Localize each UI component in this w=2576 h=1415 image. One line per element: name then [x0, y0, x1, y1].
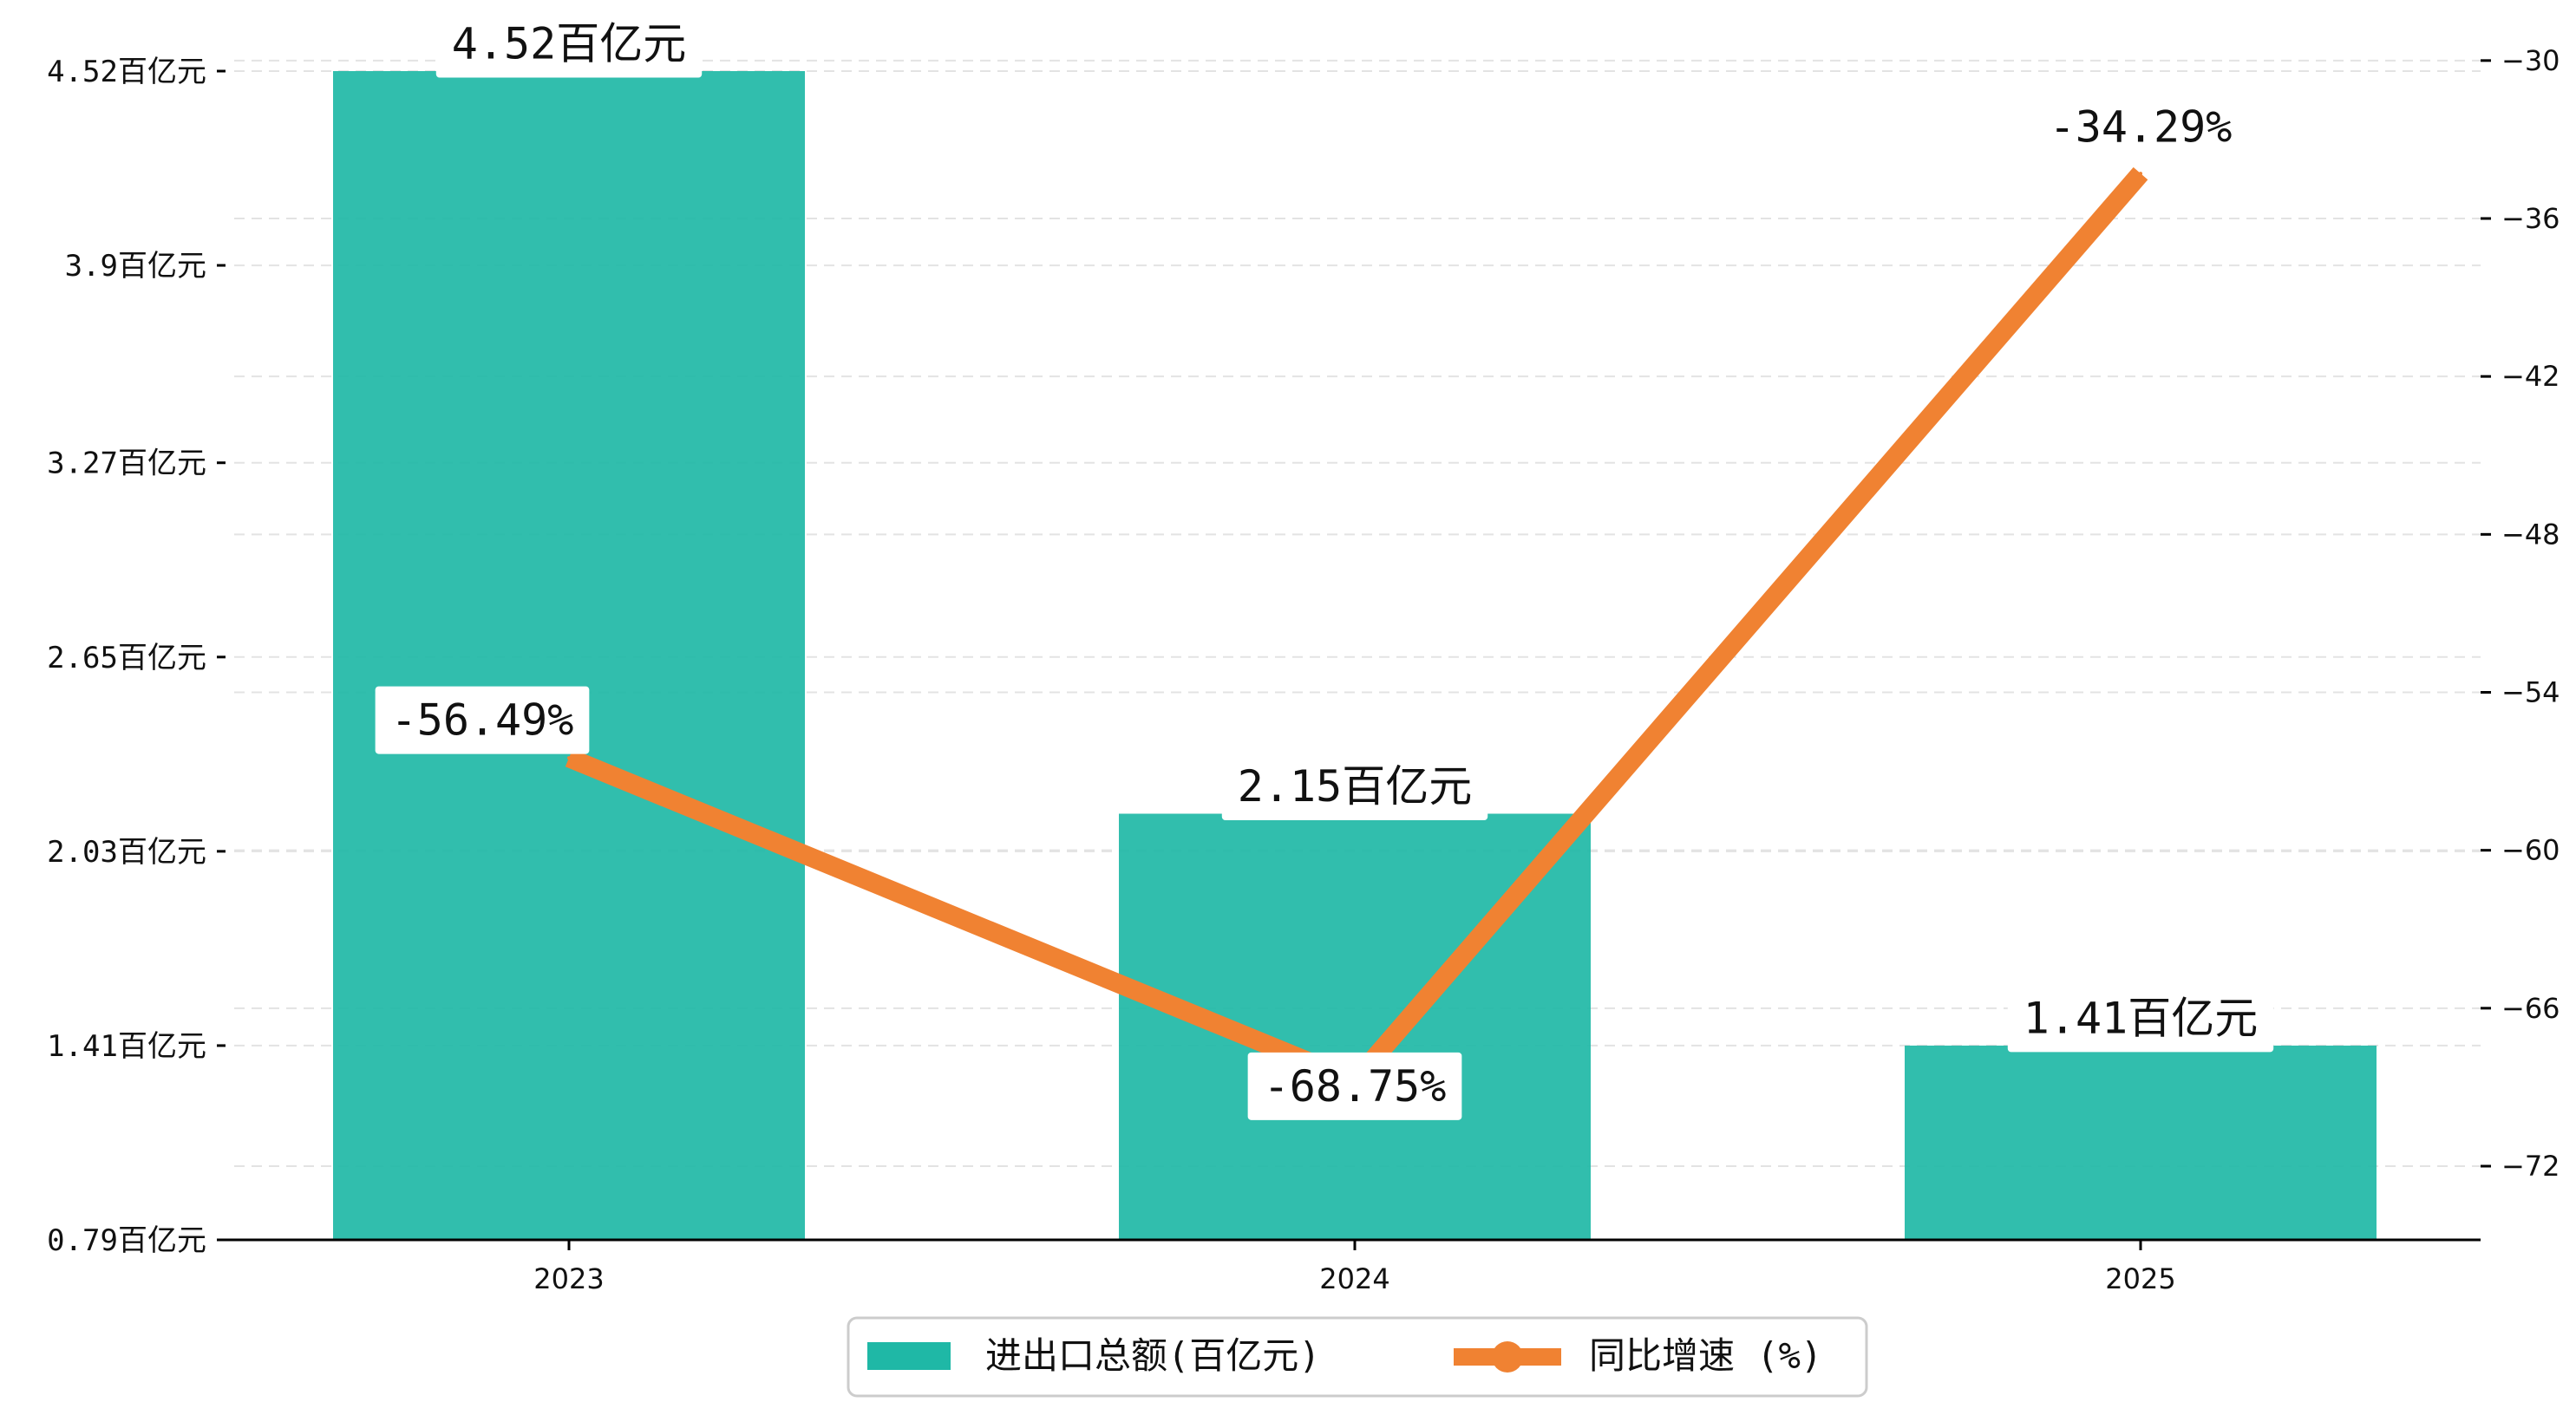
y-left-tick-label: 3.9百亿元 — [65, 249, 206, 284]
line-value-label: -68.75% — [1264, 1061, 1447, 1112]
bar-value-label: 1.41百亿元 — [2024, 993, 2258, 1043]
bar-value-label: 2.15百亿元 — [1238, 761, 1472, 812]
y-left-tick-label: 0.79百亿元 — [47, 1223, 206, 1258]
y-left-tick-label: 3.27百亿元 — [47, 447, 206, 481]
x-tick-label: 2024 — [1319, 1262, 1389, 1295]
x-tick-label: 2023 — [533, 1262, 604, 1295]
bar — [1905, 1045, 2377, 1240]
y-right-tick-label: −30 — [2501, 44, 2560, 77]
y-right-tick-label: −42 — [2501, 360, 2560, 393]
legend-label-bar: 进出口总额(百亿元) — [985, 1334, 1321, 1377]
y-right-tick-label: −36 — [2501, 202, 2560, 235]
data-labels: 4.52百亿元 2.15百亿元 1.41百亿元 -56.49% -68.75% -34.2… — [375, 10, 2274, 1120]
y-right-tick-label: −54 — [2501, 675, 2560, 708]
bar-value-label-group: 1.41百亿元 — [2007, 984, 2274, 1053]
bar-value-label-group: 2.15百亿元 — [1221, 753, 1488, 821]
line-value-label-bg — [2033, 93, 2248, 161]
bar-value-label-group: 4.52百亿元 — [435, 10, 703, 78]
line-point — [567, 756, 571, 760]
axes: 0.79百亿元 1.41百亿元 2.03百亿元 2.65百亿元 3.27百亿元 3.9百亿… — [47, 44, 2560, 1295]
legend-swatch-bar — [867, 1342, 951, 1370]
line-value-label-bg — [375, 686, 590, 754]
legend-box — [847, 1316, 1868, 1398]
bar-value-label-bg — [435, 10, 703, 78]
y-right-tick-label: −72 — [2501, 1150, 2560, 1183]
bar — [333, 71, 805, 1240]
x-tick-label: 2025 — [2105, 1262, 2175, 1295]
y-right-tick-label: −66 — [2501, 992, 2560, 1025]
line-value-label-group: -34.29% — [2033, 93, 2248, 161]
line-value-label-group: -68.75% — [1247, 1052, 1462, 1120]
bar-value-label: 4.52百亿元 — [452, 19, 686, 69]
line-value-label: -56.49% — [391, 695, 574, 746]
legend-marker-line — [1492, 1341, 1523, 1373]
legend: 进出口总额(百亿元) 同比增速 (%) — [847, 1316, 1868, 1398]
line-value-label: -34.29% — [2050, 102, 2233, 153]
y-left-tick-label: 4.52百亿元 — [47, 55, 206, 89]
line-value-label-bg — [1247, 1052, 1462, 1120]
bar-value-label-bg — [1221, 753, 1488, 821]
line-point — [2139, 172, 2142, 176]
y-left-tick-label: 2.65百亿元 — [47, 641, 206, 675]
line-value-label-group: -56.49% — [375, 686, 590, 754]
y-right-tick-label: −48 — [2501, 518, 2560, 551]
y-left-tick-label: 2.03百亿元 — [47, 835, 206, 870]
y-left-tick-label: 1.41百亿元 — [47, 1029, 206, 1064]
y-right-tick-label: −60 — [2501, 834, 2560, 867]
legend-label-line: 同比增速 (%) — [1589, 1334, 1822, 1377]
bar-value-label-bg — [2007, 984, 2274, 1053]
